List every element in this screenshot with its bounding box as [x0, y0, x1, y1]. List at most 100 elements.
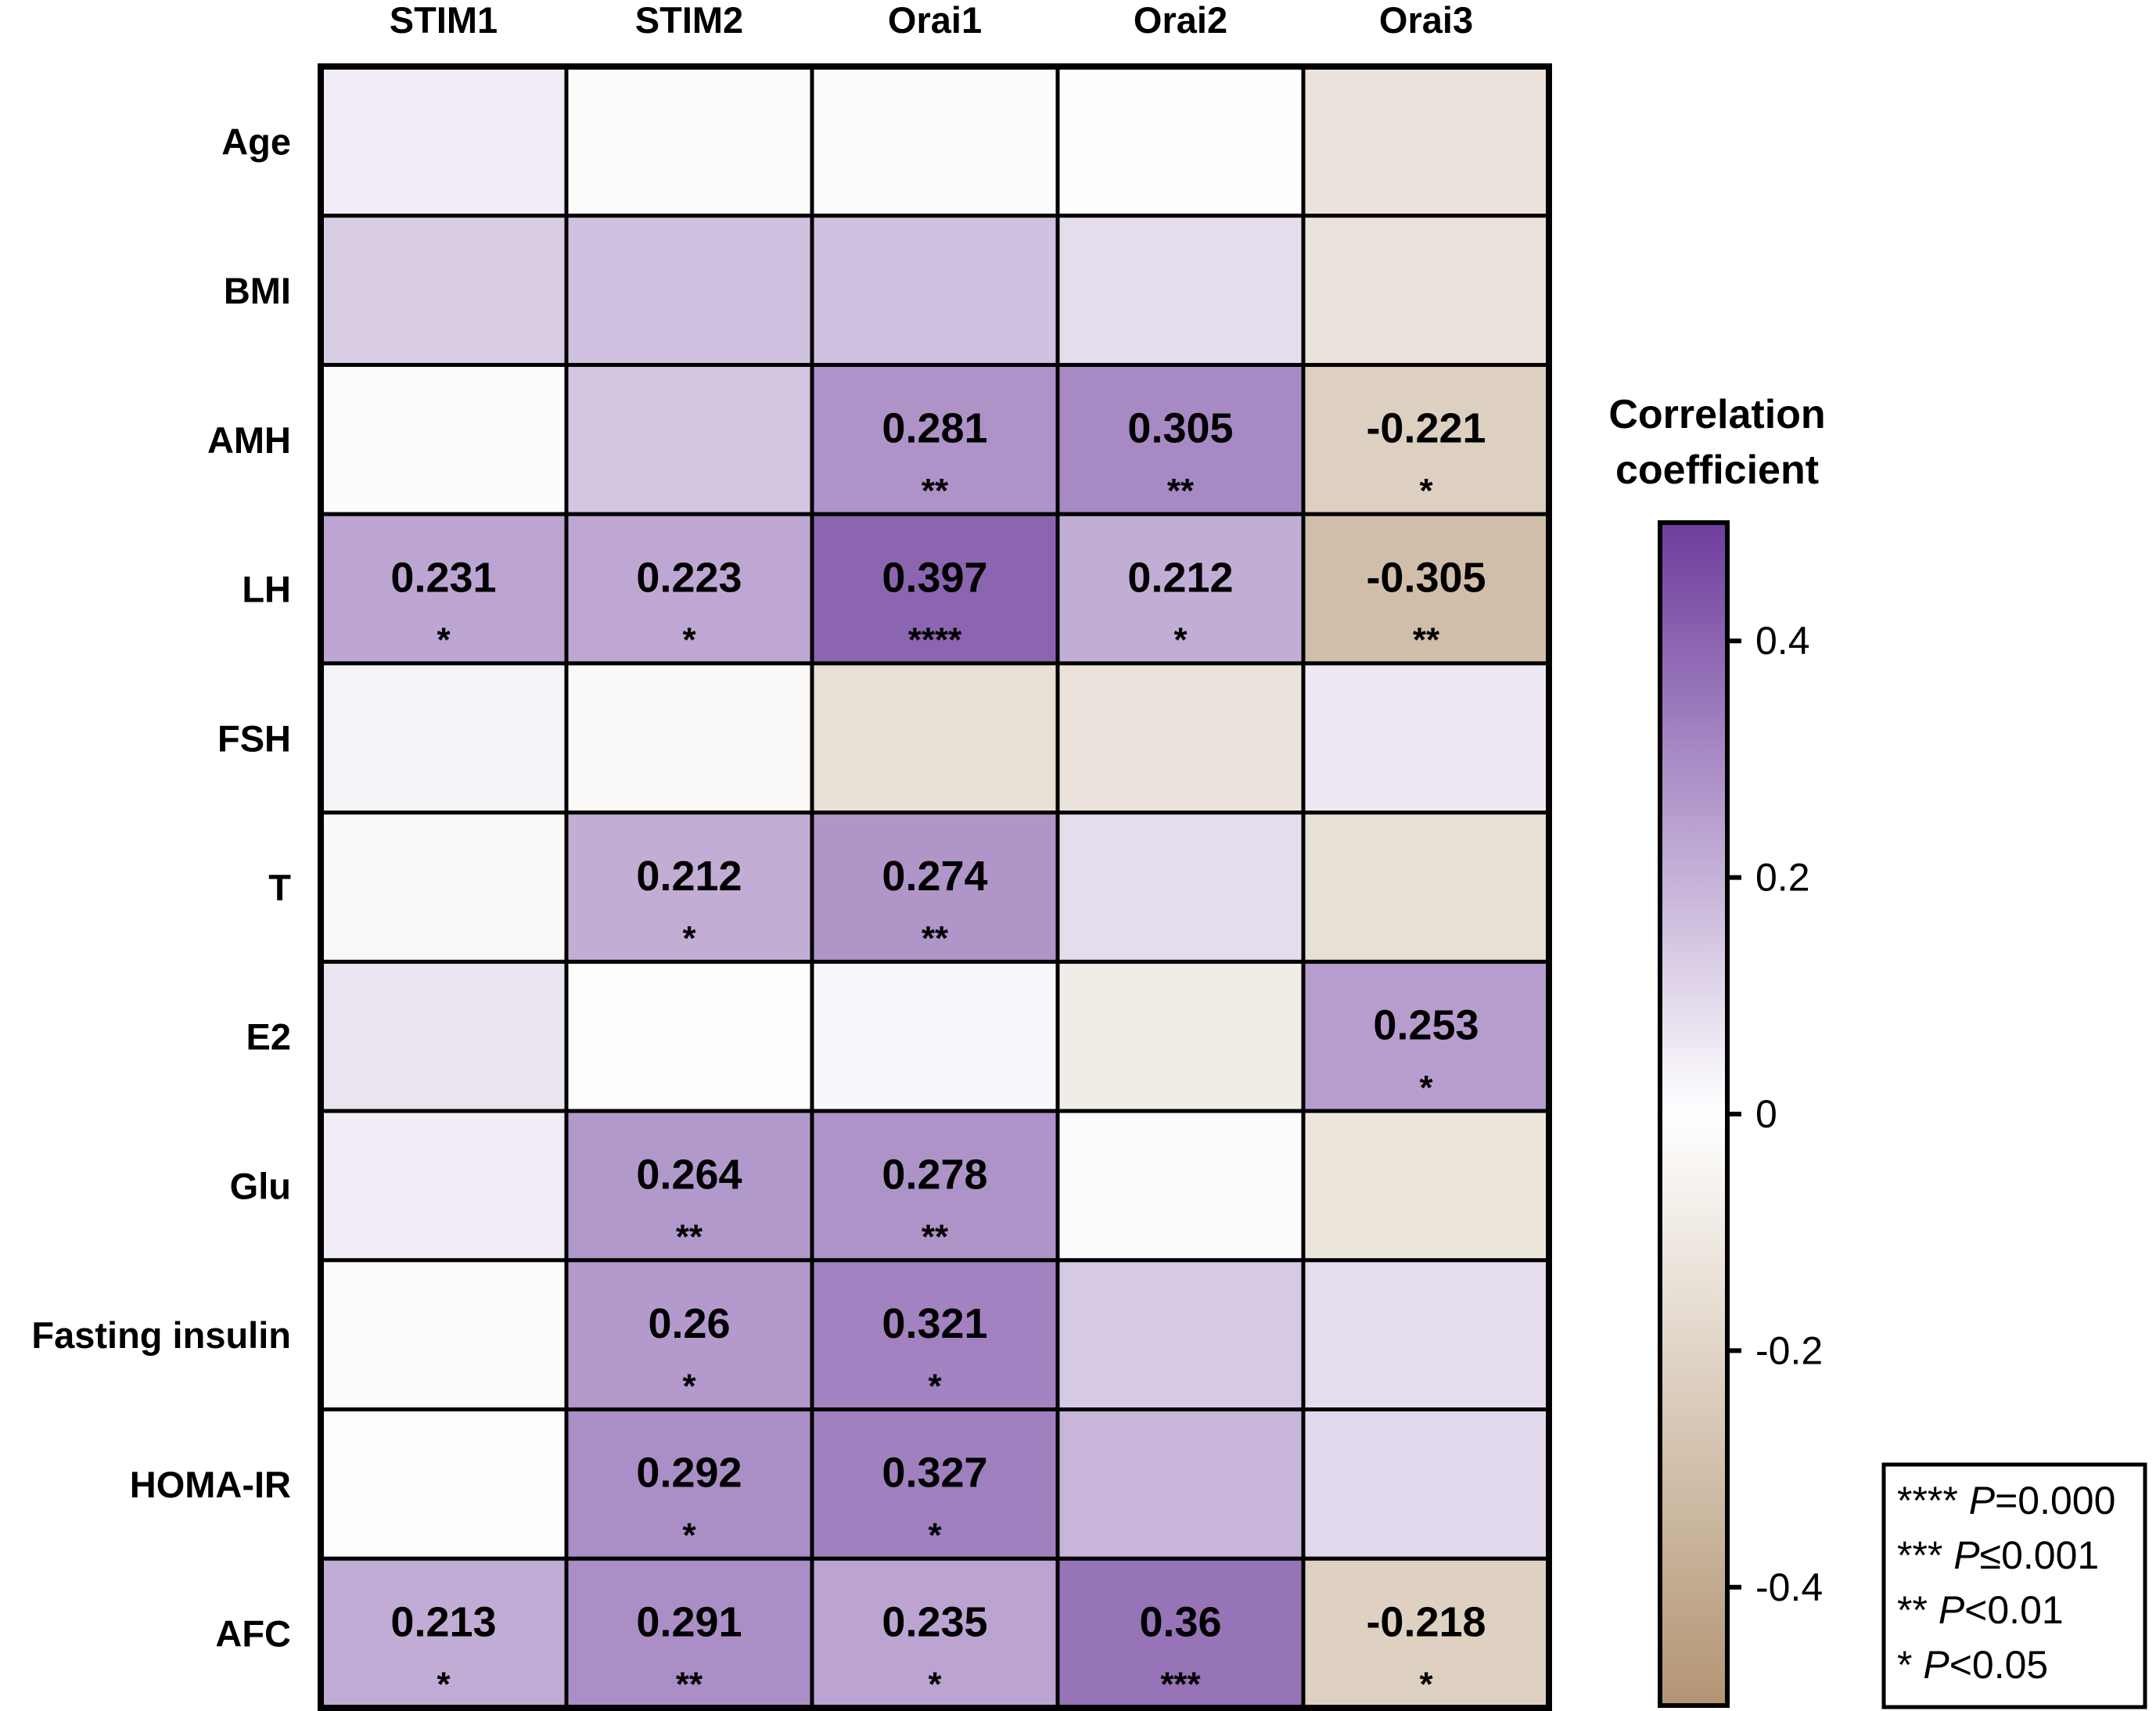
sig-label-afc-stim1: * [437, 1666, 451, 1704]
sig-label-e2-orai3: * [1419, 1069, 1433, 1107]
value-label-fasting-insulin-stim2: 0.26 [648, 1300, 730, 1347]
cell-t-orai2 [1055, 811, 1306, 964]
cell-e2-orai1 [810, 959, 1060, 1113]
row-label-fsh: FSH [217, 717, 291, 759]
row-label-homa-ir: HOMA-IR [130, 1464, 291, 1505]
colorbar-tick-label-2: 0 [1755, 1092, 1777, 1136]
row-label-glu: Glu [230, 1165, 291, 1206]
value-label-glu-stim2: 0.264 [636, 1151, 742, 1198]
sig-label-amh-orai3: * [1419, 472, 1433, 510]
cell-fasting-insulin-orai2 [1055, 1258, 1306, 1412]
column-label-stim1: STIM1 [390, 0, 498, 41]
sig-label-glu-orai1: ** [922, 1218, 949, 1256]
sig-label-afc-orai3: * [1419, 1666, 1433, 1704]
sig-label-amh-orai2: ** [1167, 472, 1195, 510]
colorbar-tick-label-0: 0.4 [1755, 619, 1810, 663]
significance-legend: **** P=0.000 *** P≤0.001 ** P<0.01 * P<0.05 [1881, 1462, 2147, 1709]
sig-label-lh-stim1: * [437, 621, 451, 660]
cell-bmi-orai1 [810, 214, 1060, 367]
cell-t-stim1 [318, 811, 569, 964]
legend-entry-3: * P<0.05 [1897, 1643, 2048, 1687]
cell-age-orai1 [810, 64, 1060, 218]
cell-glu-stim1 [318, 1109, 569, 1263]
cell-bmi-stim1 [318, 214, 569, 367]
colorbar-title-line-1: Correlation [1608, 392, 1825, 437]
cell-afc-orai2 [1055, 1556, 1306, 1710]
cell-afc-orai1 [810, 1556, 1060, 1710]
sig-label-afc-orai1: * [928, 1666, 942, 1704]
cell-fasting-insulin-orai3 [1301, 1258, 1551, 1412]
cell-amh-orai2 [1055, 362, 1306, 516]
column-labels: STIM1 STIM2 Orai1 Orai2 Orai3 [390, 0, 1473, 41]
column-label-orai1: Orai1 [888, 0, 982, 41]
legend-entry-0: **** P=0.000 [1897, 1479, 2115, 1522]
cell-afc-orai3 [1301, 1556, 1551, 1710]
heatmap-frame [318, 63, 1552, 1711]
legend-box [1881, 1462, 2147, 1709]
value-label-fasting-insulin-orai1: 0.321 [882, 1300, 987, 1347]
colorbar-tick-label-3: -0.2 [1755, 1328, 1823, 1372]
value-label-lh-stim2: 0.223 [636, 554, 742, 601]
cell-fsh-orai3 [1301, 661, 1551, 815]
value-label-lh-orai3: -0.305 [1366, 554, 1486, 601]
row-label-e2: E2 [246, 1016, 292, 1058]
cell-t-stim2 [564, 811, 814, 964]
cell-afc-stim1 [318, 1556, 569, 1710]
cell-amh-stim2 [564, 362, 814, 516]
value-label-t-stim2: 0.212 [636, 853, 742, 900]
sig-label-t-stim2: * [682, 919, 696, 958]
cell-lh-orai1 [810, 512, 1060, 666]
column-label-stim2: STIM2 [635, 0, 743, 41]
cell-bmi-orai3 [1301, 214, 1551, 367]
cell-fasting-insulin-stim1 [318, 1258, 569, 1412]
cell-lh-stim2 [564, 512, 814, 666]
sig-label-lh-stim2: * [682, 621, 696, 660]
colorbar-tick-label-1: 0.2 [1755, 856, 1810, 900]
cell-bmi-stim2 [564, 214, 814, 367]
cell-e2-orai2 [1055, 959, 1306, 1113]
sig-label-afc-orai2: *** [1160, 1666, 1201, 1704]
value-label-afc-orai3: -0.218 [1366, 1598, 1486, 1645]
cell-fsh-stim1 [318, 661, 569, 815]
sig-label-fasting-insulin-orai1: * [928, 1367, 942, 1405]
cell-glu-orai2 [1055, 1109, 1306, 1263]
sig-label-lh-orai2: * [1173, 621, 1188, 660]
cell-fasting-insulin-orai1 [810, 1258, 1060, 1412]
sig-label-homa-ir-stim2: * [682, 1516, 696, 1555]
cell-glu-orai3 [1301, 1109, 1551, 1263]
cell-glu-stim2 [564, 1109, 814, 1263]
row-label-fasting-insulin: Fasting insulin [31, 1314, 291, 1356]
value-label-amh-orai1: 0.281 [882, 405, 987, 452]
value-label-homa-ir-orai1: 0.327 [882, 1450, 987, 1497]
row-labels: Age BMI AMH LH FSH T E2 Glu Fasting insulin HOMA-… [31, 120, 291, 1654]
cell-t-orai3 [1301, 811, 1551, 964]
cell-age-stim2 [564, 64, 814, 218]
value-label-amh-orai3: -0.221 [1366, 405, 1486, 452]
legend-entry-1: *** P≤0.001 [1897, 1533, 2099, 1577]
cell-amh-stim1 [318, 362, 569, 516]
value-label-lh-orai1: 0.397 [882, 554, 987, 601]
cell-homa-ir-orai2 [1055, 1407, 1306, 1561]
cell-fsh-orai2 [1055, 661, 1306, 815]
cell-fasting-insulin-stim2 [564, 1258, 814, 1412]
colorbar-gradient [1658, 520, 1730, 1708]
value-label-glu-orai1: 0.278 [882, 1151, 987, 1198]
value-label-amh-orai2: 0.305 [1127, 405, 1233, 452]
value-label-lh-orai2: 0.212 [1127, 554, 1233, 601]
cell-fsh-stim2 [564, 661, 814, 815]
sig-label-amh-orai1: ** [922, 472, 949, 510]
row-label-t: T [268, 867, 291, 908]
sig-label-t-orai1: ** [922, 919, 949, 958]
column-label-orai2: Orai2 [1134, 0, 1227, 41]
value-label-afc-stim2: 0.291 [636, 1598, 742, 1645]
value-label-e2-orai3: 0.253 [1373, 1002, 1479, 1049]
colorbar-title-line-2: coefficient [1615, 448, 1819, 493]
cell-e2-stim2 [564, 959, 814, 1113]
cell-e2-stim1 [318, 959, 569, 1113]
value-label-homa-ir-stim2: 0.292 [636, 1450, 742, 1497]
cell-age-orai2 [1055, 64, 1306, 218]
value-label-afc-orai1: 0.235 [882, 1598, 987, 1645]
sig-label-glu-stim2: ** [676, 1218, 703, 1256]
value-label-lh-stim1: 0.231 [390, 554, 496, 601]
